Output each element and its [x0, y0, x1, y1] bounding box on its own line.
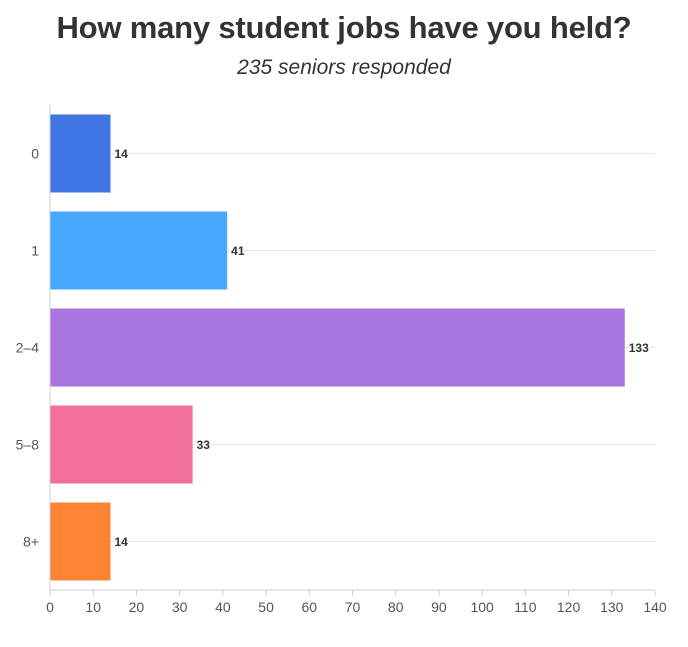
- bar-1: [50, 211, 228, 290]
- bar-5-8: [50, 405, 193, 484]
- x-tick-label: 130: [600, 599, 624, 615]
- x-tick-label: 20: [129, 599, 145, 615]
- bar-2-4: [50, 308, 625, 387]
- x-tick-label: 40: [215, 599, 231, 615]
- chart-subtitle: 235 seniors responded: [237, 56, 451, 79]
- x-tick-label: 80: [388, 599, 404, 615]
- data-label-5-8: 33: [197, 438, 211, 452]
- x-tick-label: 90: [431, 599, 447, 615]
- y-tick-label: 8+: [23, 534, 39, 550]
- y-tick-label: 5–8: [16, 437, 40, 453]
- x-tick-label: 140: [643, 599, 667, 615]
- data-label-0: 14: [115, 147, 129, 161]
- y-tick-label: 2–4: [16, 340, 40, 356]
- x-tick-label: 30: [172, 599, 188, 615]
- axes: [49, 105, 656, 596]
- data-label-2-4: 133: [629, 341, 649, 355]
- x-tick-label: 50: [258, 599, 274, 615]
- x-tick-label: 60: [301, 599, 317, 615]
- data-label-1: 41: [231, 244, 245, 258]
- y-tick-label: 0: [31, 146, 39, 162]
- x-tick-label: 110: [514, 599, 537, 615]
- bars: [50, 114, 625, 581]
- x-tick-label: 70: [345, 599, 361, 615]
- bar-0: [50, 114, 111, 193]
- bar-8: [50, 502, 111, 581]
- x-tick-label: 100: [470, 599, 494, 615]
- x-tick-label: 10: [85, 599, 101, 615]
- x-tick-label: 120: [557, 599, 581, 615]
- x-tick-label: 0: [46, 599, 54, 615]
- chart-title: How many student jobs have you held?: [56, 10, 632, 45]
- y-tick-label: 1: [31, 243, 39, 259]
- data-label-8: 14: [115, 535, 129, 549]
